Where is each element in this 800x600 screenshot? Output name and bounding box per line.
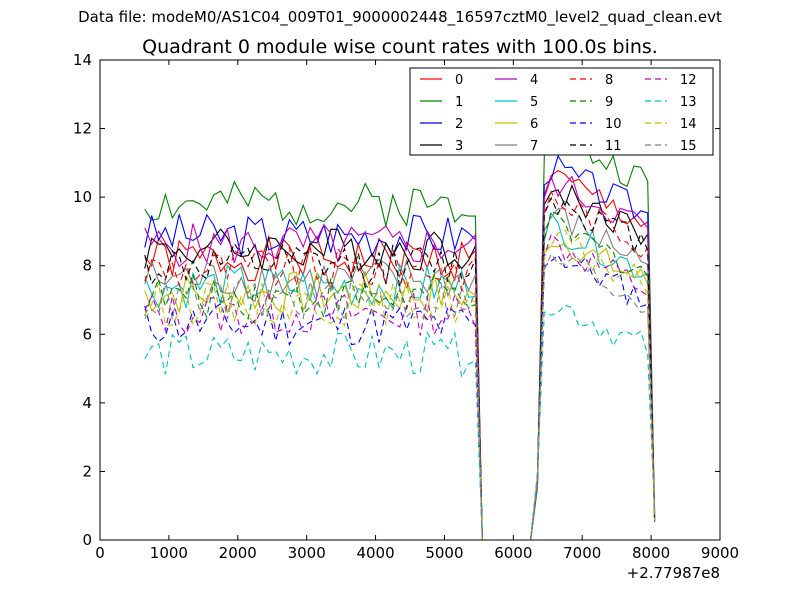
series-line-8 (144, 190, 656, 541)
y-tick-label: 14 (73, 51, 92, 69)
series-line-10 (144, 254, 656, 541)
legend-label-3: 3 (455, 139, 463, 154)
legend-label-5: 5 (530, 95, 538, 110)
series-line-12 (144, 233, 656, 541)
x-tick-label: 5000 (425, 544, 463, 562)
legend-label-13: 13 (680, 95, 697, 110)
figure-suptitle: Data file: modeM0/AS1C04_009T01_90000024… (78, 8, 722, 26)
legend-label-1: 1 (455, 95, 463, 110)
legend-label-8: 8 (605, 73, 613, 88)
x-tick-label: 8000 (632, 544, 670, 562)
x-tick-label: 0 (95, 544, 105, 562)
legend-label-14: 14 (680, 117, 697, 132)
legend-label-15: 15 (680, 139, 697, 154)
series-line-4 (144, 175, 656, 541)
x-tick-label: 4000 (356, 544, 394, 562)
legend-box (409, 67, 714, 156)
series-line-13 (144, 304, 656, 541)
series-layer (144, 124, 656, 541)
legend-label-9: 9 (605, 95, 613, 110)
axes-frame (99, 59, 721, 541)
tick-layer: 0 1000 2000 3000 4000 5000 6000 7000 8000 9000 0 2 4… (73, 51, 739, 562)
x-tick-label: 7000 (563, 544, 601, 562)
legend-label-4: 4 (530, 73, 538, 88)
legend-label-2: 2 (455, 117, 463, 132)
y-tick-label: 0 (82, 531, 92, 549)
y-tick-label: 2 (82, 462, 92, 480)
y-tick-label: 6 (82, 325, 92, 343)
y-tick-label: 10 (73, 188, 92, 206)
series-line-15 (144, 253, 656, 541)
x-tick-label: 2000 (219, 544, 257, 562)
series-line-11 (144, 196, 656, 541)
legend-label-12: 12 (680, 73, 697, 88)
legend-label-10: 10 (605, 117, 622, 132)
x-tick-label: 6000 (494, 544, 532, 562)
series-line-9 (144, 210, 656, 541)
legend-label-11: 11 (605, 139, 622, 154)
series-line-2 (144, 154, 656, 541)
x-tick-label: 9000 (701, 544, 739, 562)
legend-label-0: 0 (455, 73, 463, 88)
legend-label-7: 7 (530, 139, 538, 154)
series-line-0 (144, 169, 656, 541)
series-line-1 (144, 124, 656, 541)
legend-label-6: 6 (530, 117, 538, 132)
x-tick-label: 3000 (288, 544, 326, 562)
y-tick-label: 12 (73, 120, 92, 138)
chart-title: Quadrant 0 module wise count rates with … (142, 36, 658, 58)
y-tick-label: 4 (82, 394, 92, 412)
y-tick-label: 8 (82, 257, 92, 275)
x-offset-label: +2.77987e8 (627, 564, 720, 582)
x-tick-label: 1000 (150, 544, 188, 562)
series-line-14 (144, 229, 656, 541)
